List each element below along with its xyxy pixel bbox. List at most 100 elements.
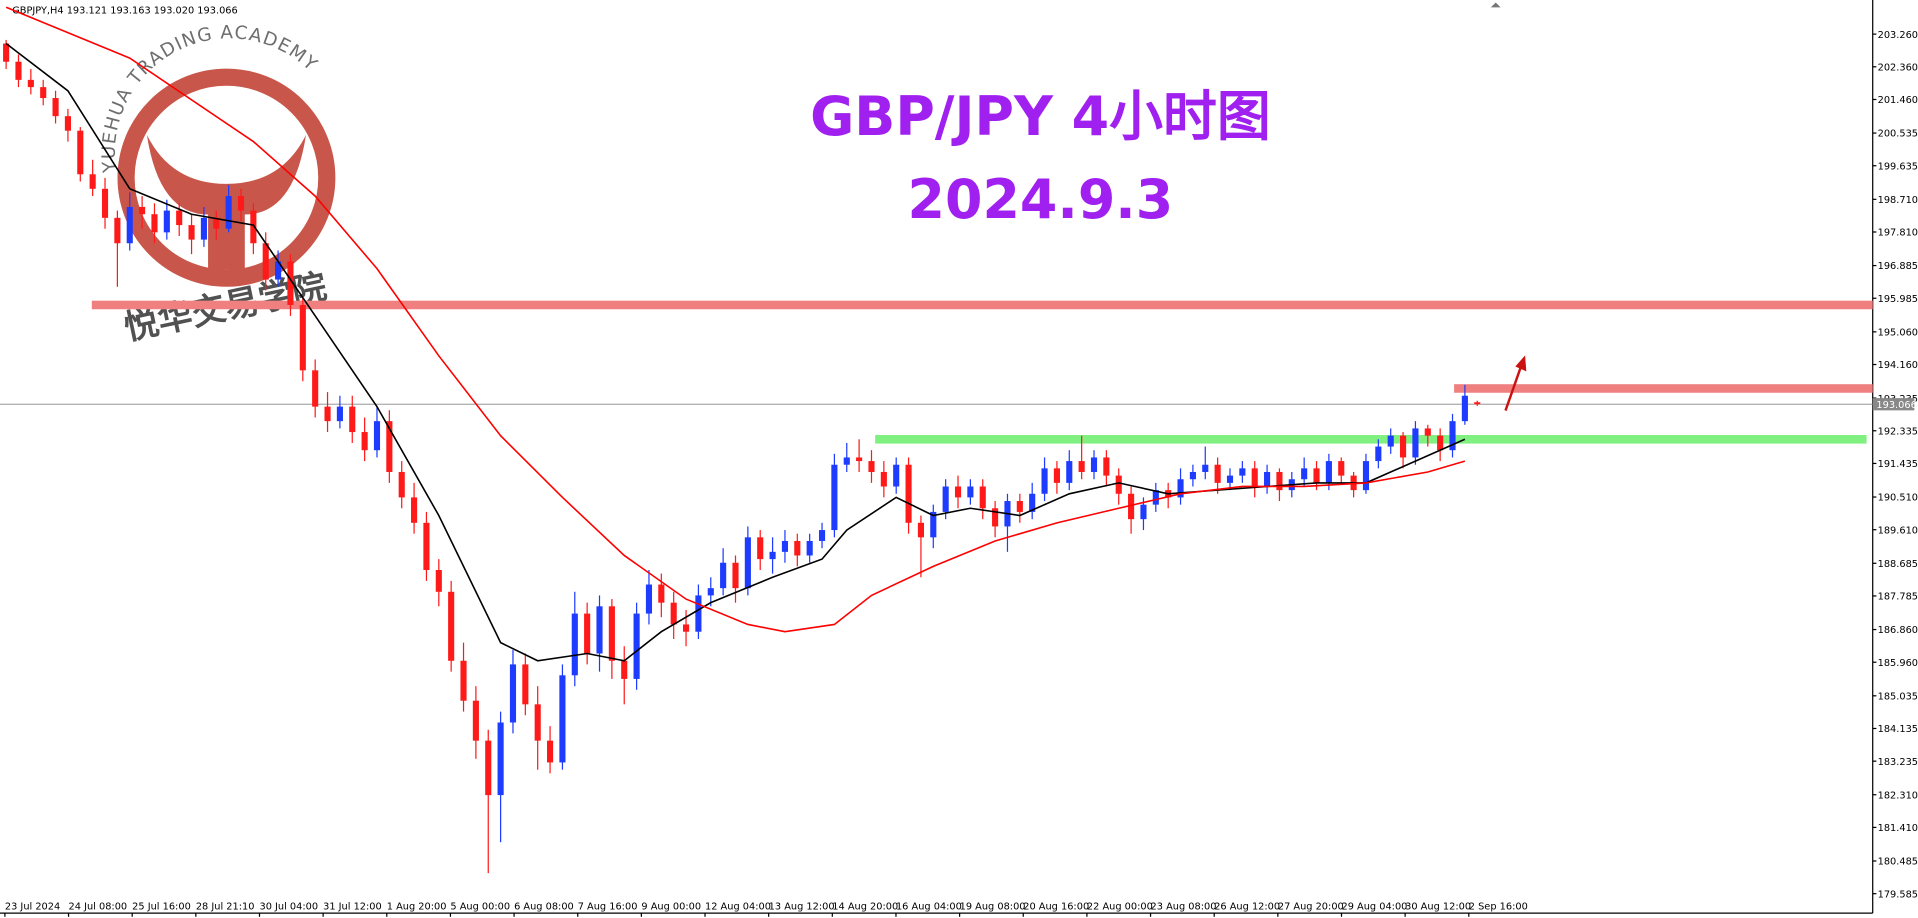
arrow-shaft — [1504, 364, 1523, 411]
candle-body — [1338, 461, 1345, 476]
candle-body — [707, 588, 714, 596]
candle-body — [547, 740, 554, 763]
y-tick-label: 182.310 — [1878, 790, 1918, 801]
candle-body — [1387, 435, 1394, 447]
y-tick-label: 188.685 — [1878, 559, 1918, 570]
candle-body — [769, 551, 776, 560]
candle-body — [1140, 504, 1147, 520]
x-tick-label: 31 Jul 12:00 — [323, 901, 382, 912]
level-line — [875, 435, 1867, 444]
candle-body — [509, 664, 517, 723]
candle-body — [312, 370, 319, 407]
candle-body — [917, 522, 924, 538]
candle-body — [1301, 468, 1308, 480]
candle-body — [806, 540, 813, 556]
x-tick-label: 30 Aug 12:00 — [1405, 901, 1471, 912]
current-price-label: 193.066 — [1876, 400, 1916, 411]
chart-title: GBP/JPY 4小时图 — [810, 85, 1271, 148]
candle-body — [843, 457, 850, 465]
candle-body — [818, 530, 826, 541]
candle-body — [163, 210, 170, 233]
x-tick-label: 25 Jul 16:00 — [132, 901, 191, 912]
header: GBPJPY,H4 193.121 193.163 193.020 193.06… — [12, 5, 238, 16]
plot: 203.260 202.360 201.460 200.535 199.635 198.7… — [0, 6, 1918, 917]
x-tick-label: 6 Aug 08:00 — [514, 901, 574, 912]
candle-body — [732, 562, 739, 589]
candle-body — [1016, 501, 1023, 512]
x-tick-label: 19 Aug 08:00 — [960, 901, 1026, 912]
y-tick-label: 192.335 — [1878, 426, 1918, 437]
y-tick-label: 184.135 — [1878, 724, 1918, 735]
candle-body — [1362, 461, 1370, 491]
candle-body — [1177, 479, 1184, 498]
candle-body — [52, 98, 59, 117]
candle-body — [880, 471, 887, 487]
candle-body — [373, 421, 381, 451]
candle-body — [1251, 468, 1258, 487]
candle-body — [262, 243, 269, 280]
candle-body — [89, 174, 96, 189]
y-tick-label: 196.885 — [1878, 261, 1918, 272]
candle-body — [237, 196, 245, 211]
chart-subtitle: 2024.9.3 — [908, 168, 1174, 231]
x-tick-label: 26 Aug 12:00 — [1214, 901, 1280, 912]
candle-body — [571, 613, 578, 676]
candle-body — [608, 606, 615, 661]
candle-body — [15, 61, 22, 80]
x-tick-label: 5 Aug 00:00 — [450, 901, 510, 912]
candle-body — [831, 464, 838, 531]
candle-body — [275, 261, 282, 280]
candle-body — [1202, 464, 1209, 472]
candle-body — [695, 595, 702, 632]
x-tick-label: 12 Aug 04:00 — [705, 901, 771, 912]
candle-body — [1412, 428, 1419, 458]
candle-body — [1128, 493, 1135, 520]
current-price-box — [1872, 398, 1915, 411]
candle-body — [942, 486, 949, 512]
candle-body — [1325, 461, 1332, 483]
candle-body — [967, 486, 974, 498]
y-tick-label: 194.160 — [1878, 360, 1918, 371]
y-tick-label: 201.460 — [1878, 95, 1918, 106]
y-tick-label: 179.585 — [1878, 889, 1918, 900]
candle-body — [1313, 468, 1320, 483]
candle-body — [361, 432, 368, 451]
candle-body — [398, 471, 405, 498]
candle-body — [633, 613, 640, 679]
candle-body — [794, 540, 801, 556]
candle-body — [1090, 457, 1098, 472]
x-tick-label: 23 Jul 2024 — [5, 901, 60, 912]
candle-body — [27, 79, 34, 88]
candle-body — [596, 606, 603, 654]
candle-body — [1400, 435, 1407, 458]
y-tick-label: 203.260 — [1878, 30, 1918, 41]
candle-body — [979, 486, 986, 509]
candle-body — [1276, 471, 1283, 491]
candle-body — [720, 562, 727, 589]
y-tick-label: 185.960 — [1878, 658, 1918, 669]
candle-body — [1041, 468, 1048, 494]
x-tick-label: 7 Aug 16:00 — [578, 901, 638, 912]
candle-body — [435, 570, 442, 592]
candle-body — [670, 602, 677, 625]
candle-body — [299, 304, 306, 371]
candle-body — [151, 214, 158, 233]
candle-body — [64, 116, 71, 131]
y-tick-label: 185.035 — [1878, 691, 1918, 702]
moving-average — [5, 42, 1466, 662]
x-tick-label: 24 Jul 08:00 — [69, 901, 128, 912]
candle-body — [485, 740, 492, 796]
candle-body — [1239, 468, 1246, 476]
candle-body — [114, 217, 121, 244]
candle-body — [101, 188, 109, 218]
candle-body — [893, 464, 900, 487]
candle-body — [658, 584, 665, 603]
candle-body — [868, 461, 875, 472]
y-tick-label: 195.060 — [1878, 328, 1918, 339]
x-tick-label: 9 Aug 00:00 — [641, 901, 701, 912]
y-tick-label: 180.485 — [1878, 857, 1918, 868]
x-tick-label: 23 Aug 08:00 — [1151, 901, 1217, 912]
candle-body — [3, 43, 10, 62]
candle-body — [534, 704, 541, 741]
